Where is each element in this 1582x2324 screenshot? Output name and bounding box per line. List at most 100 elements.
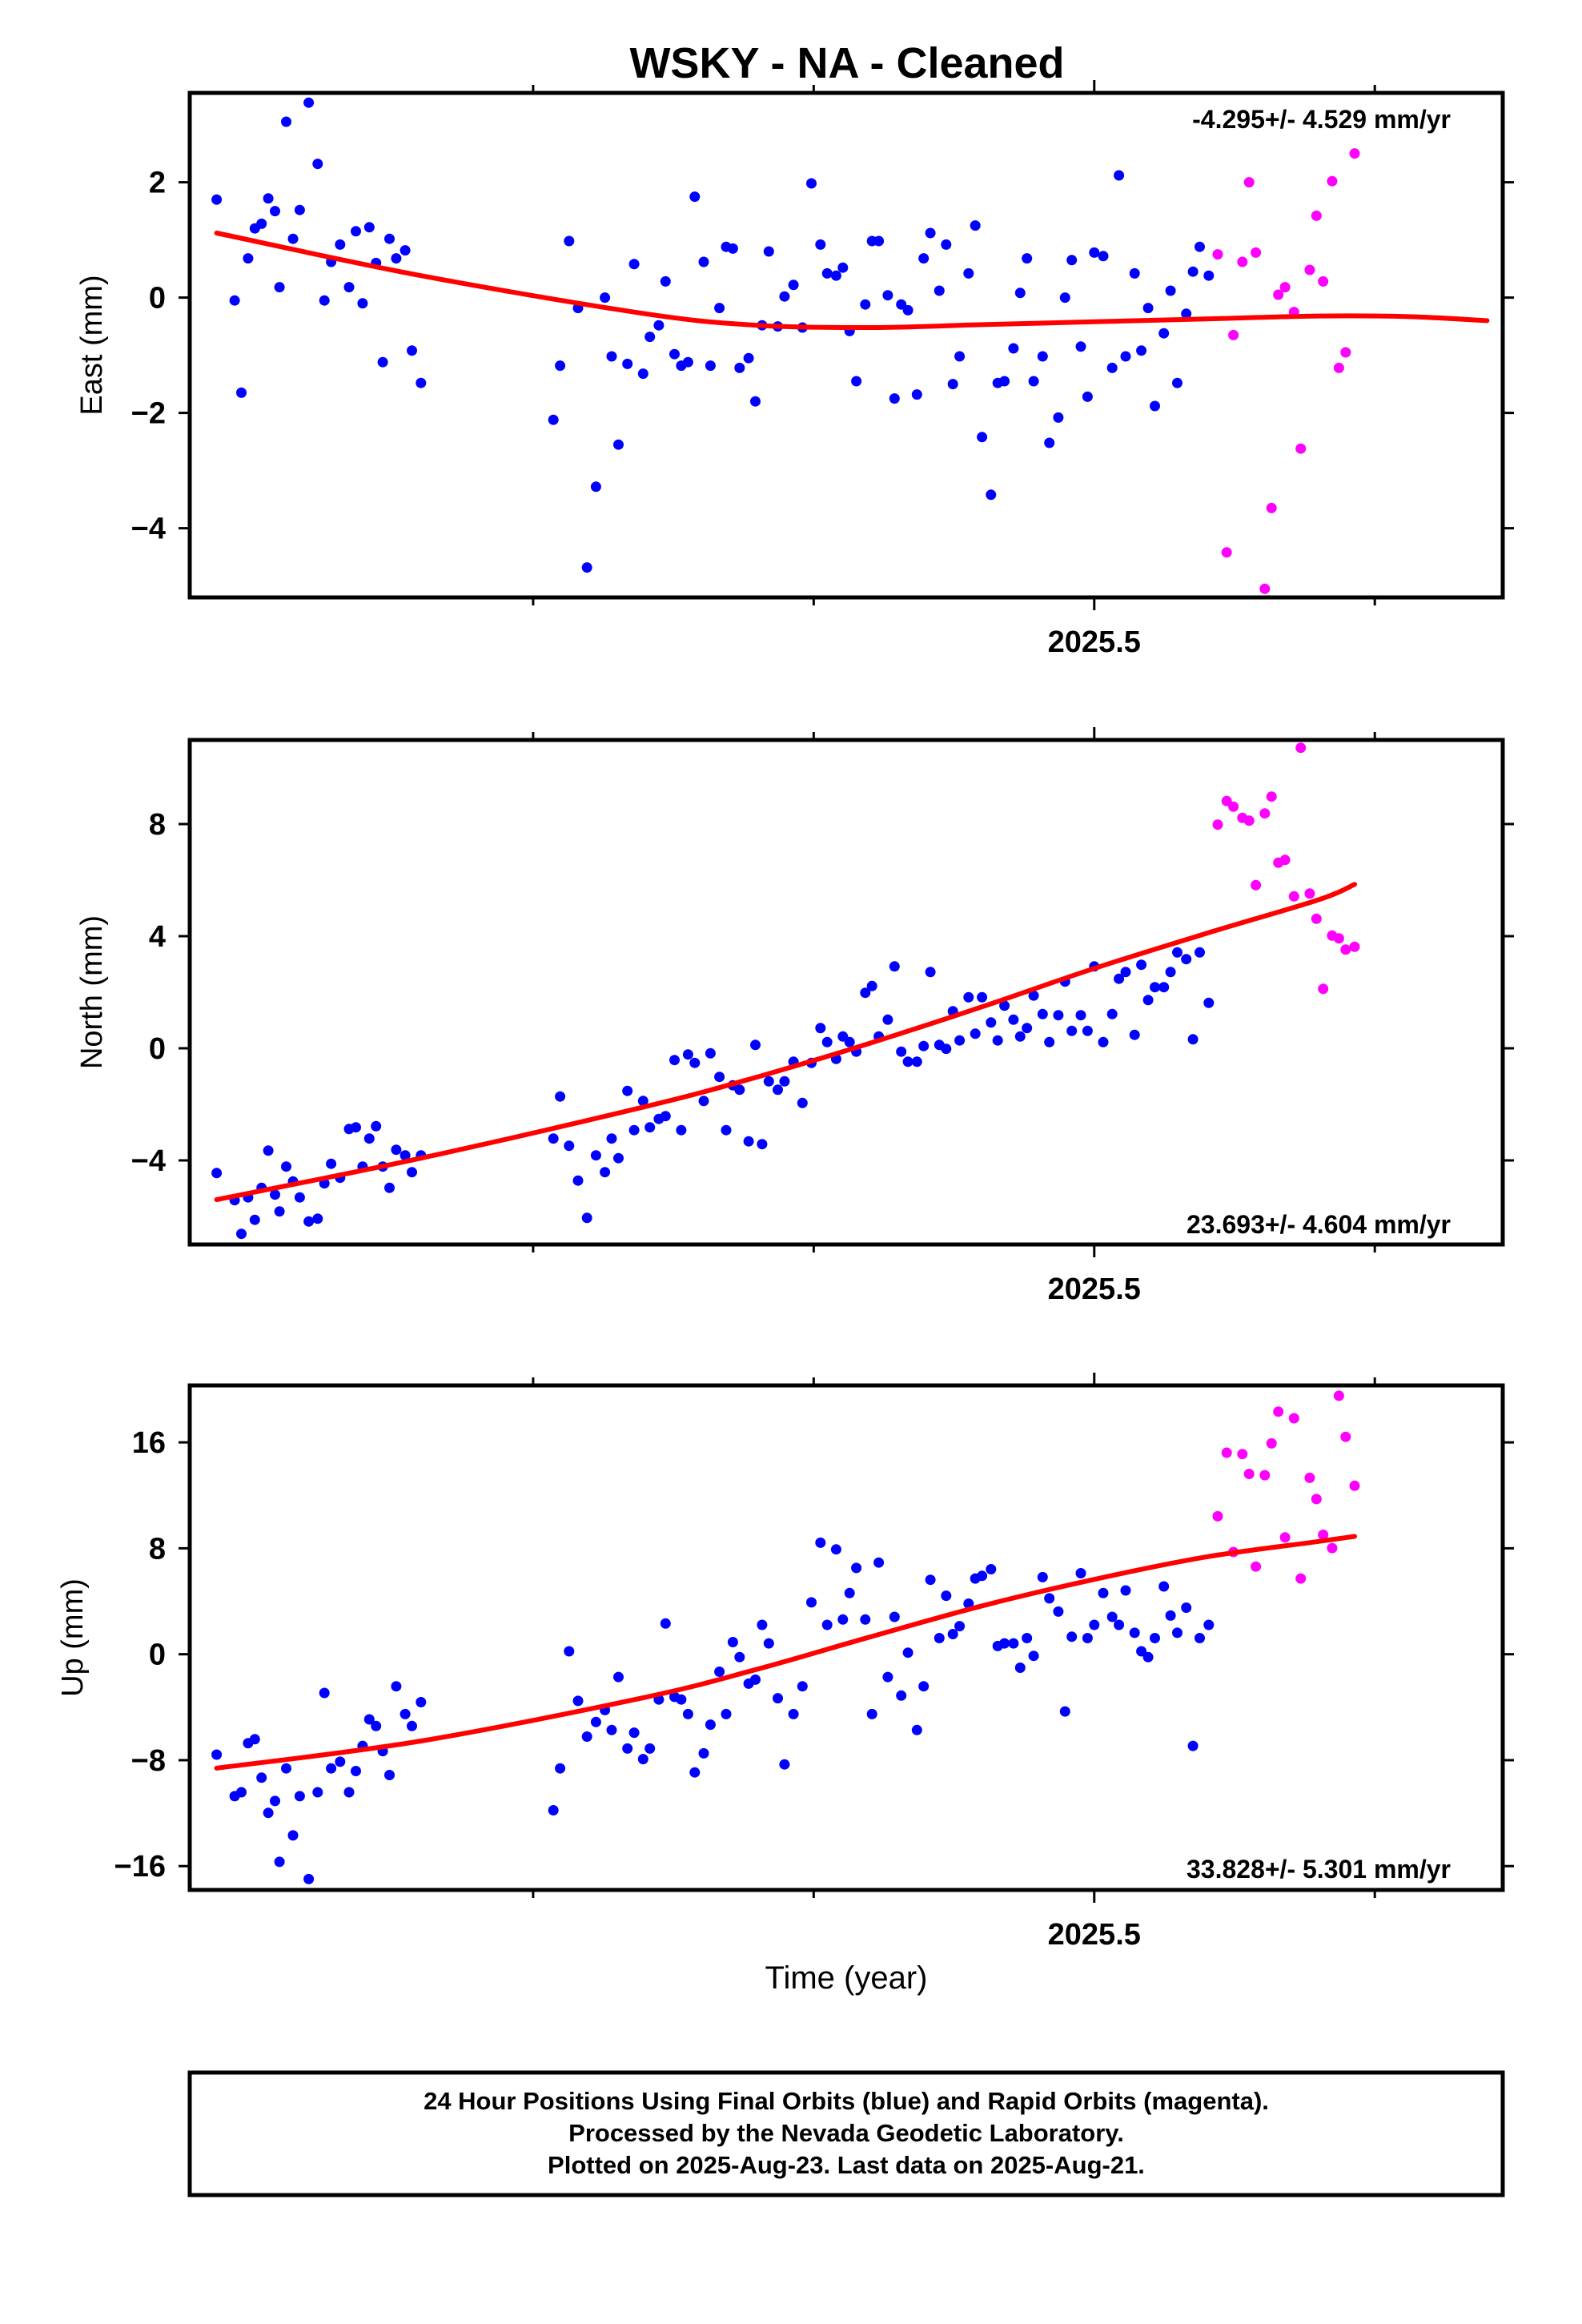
north-final-point — [999, 1000, 1010, 1011]
north-final-point — [860, 987, 871, 999]
east-rate-label: -4.295+/- 4.529 mm/yr — [1192, 105, 1451, 134]
north-final-point — [1022, 1023, 1033, 1034]
up-rapid-point — [1212, 1510, 1223, 1522]
north-final-point — [1098, 1036, 1109, 1047]
up-final-point — [281, 1763, 291, 1774]
east-final-point — [1172, 377, 1182, 388]
north-final-point — [1203, 997, 1215, 1008]
east-final-point — [613, 439, 624, 450]
north-final-point — [821, 1036, 833, 1047]
east-final-point — [363, 222, 375, 233]
east-final-point — [622, 358, 633, 369]
up-ytick-label: 0 — [149, 1638, 166, 1672]
east-final-point — [941, 239, 952, 250]
north-final-point — [882, 1014, 893, 1025]
up-final-point — [889, 1611, 900, 1622]
east-ytick-label: 2 — [149, 167, 166, 200]
up-final-point — [779, 1759, 790, 1770]
east-final-point — [669, 348, 680, 360]
north-rapid-point — [1340, 944, 1351, 955]
north-final-point — [757, 1139, 768, 1150]
north-panel: −4 0 4 8 2025.5 North (mm) 23.693+/- 4.604 m… — [75, 727, 1514, 1306]
north-xtick-label: 2025.5 — [1048, 1273, 1141, 1306]
east-final-point — [211, 194, 223, 205]
up-rapid-point — [1340, 1431, 1351, 1442]
up-rapid-point — [1273, 1406, 1284, 1417]
north-rapid-point — [1212, 819, 1223, 830]
north-final-point — [270, 1189, 280, 1200]
north-final-point — [274, 1206, 285, 1217]
up-fit-line — [214, 1534, 1357, 1771]
north-rapid-point — [1279, 854, 1291, 866]
east-final-point — [1181, 308, 1192, 320]
east-final-point — [986, 489, 997, 501]
east-final-point — [1053, 412, 1064, 423]
north-final-point — [925, 967, 936, 978]
up-final-point — [750, 1674, 761, 1685]
east-final-point — [606, 351, 617, 362]
north-final-point — [236, 1228, 247, 1240]
north-final-point — [294, 1192, 305, 1203]
north-final-point — [941, 1043, 952, 1055]
north-final-point — [1172, 947, 1182, 958]
east-rapid-point — [1279, 282, 1291, 293]
north-final-point — [644, 1122, 656, 1133]
up-final-point — [1158, 1581, 1170, 1592]
north-final-point — [763, 1076, 774, 1087]
east-ytick-label: −2 — [131, 397, 166, 431]
north-final-point — [918, 1040, 930, 1051]
north-final-point — [660, 1111, 671, 1122]
north-final-point — [954, 1035, 966, 1046]
east-final-point — [1014, 287, 1026, 299]
east-ytick-label: −4 — [131, 513, 166, 546]
north-rapid-point — [1243, 815, 1255, 826]
east-final-point — [1089, 247, 1100, 258]
north-final-point — [1028, 990, 1039, 1001]
east-final-point — [243, 253, 254, 264]
east-final-point — [1187, 266, 1199, 277]
up-final-point — [757, 1619, 768, 1630]
up-final-point — [986, 1564, 997, 1574]
up-final-point — [1014, 1663, 1026, 1673]
north-rapid-point — [1251, 879, 1262, 891]
up-rate-label: 33.828+/- 5.301 mm/yr — [1186, 1855, 1451, 1884]
up-final-point — [714, 1667, 725, 1677]
east-final-point — [1037, 351, 1048, 362]
up-final-point — [698, 1747, 709, 1759]
east-final-point — [743, 352, 754, 364]
up-final-point — [1136, 1646, 1147, 1657]
up-final-point — [303, 1873, 315, 1884]
up-rapid-point — [1295, 1573, 1307, 1584]
up-final-point — [274, 1856, 285, 1868]
north-final-point — [1008, 1014, 1019, 1025]
east-final-point — [925, 227, 936, 239]
east-final-point — [263, 193, 274, 204]
north-rapid-point — [1259, 808, 1271, 819]
north-final-point — [1120, 967, 1131, 978]
east-rapid-point — [1251, 247, 1262, 258]
up-final-point — [236, 1787, 247, 1798]
north-final-point — [902, 1056, 913, 1068]
north-final-point — [606, 1133, 617, 1144]
north-final-point — [564, 1140, 575, 1152]
up-rapid-point — [1318, 1530, 1329, 1540]
up-final-point — [882, 1671, 893, 1683]
east-xtick-label: 2025.5 — [1048, 625, 1141, 659]
east-final-point — [763, 246, 774, 257]
east-final-point — [281, 116, 291, 127]
east-final-point — [319, 295, 330, 306]
up-final-point — [734, 1651, 745, 1663]
north-final-point — [1187, 1034, 1199, 1045]
north-final-point — [600, 1167, 611, 1178]
east-final-point — [689, 191, 701, 203]
north-final-point — [590, 1150, 601, 1161]
up-final-point — [977, 1570, 988, 1582]
north-final-point — [986, 1017, 997, 1028]
east-final-point — [682, 356, 693, 368]
up-final-point — [1187, 1740, 1199, 1751]
up-rapid-point — [1237, 1449, 1248, 1460]
north-final-point — [714, 1072, 725, 1083]
east-final-point — [1129, 267, 1140, 279]
north-final-point — [992, 1035, 1003, 1046]
